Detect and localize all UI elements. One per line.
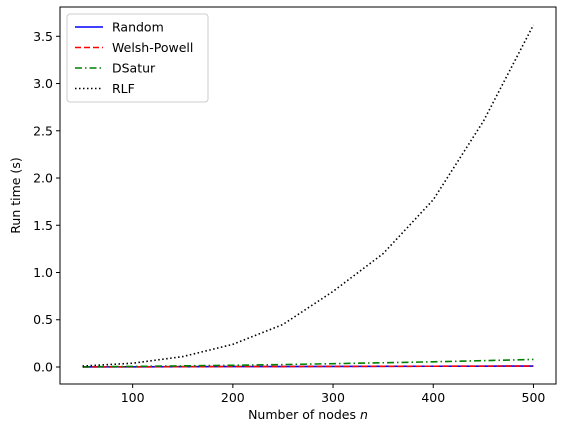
- x-axis-label-variable: n: [360, 407, 368, 422]
- plot-frame: [59, 6, 557, 385]
- legend-label-rlf: RLF: [112, 81, 135, 96]
- y-axis-label: Run time (s): [8, 157, 23, 233]
- legend-label-welsh-powell: Welsh-Powell: [112, 40, 193, 55]
- y-tick-label: 2.0: [33, 171, 53, 186]
- y-tick-label: 1.0: [33, 265, 53, 280]
- x-tick-label: 400: [421, 390, 445, 405]
- legend: Random Welsh-Powell DSatur RLF: [66, 13, 209, 103]
- x-axis-label-text: Number of nodes: [248, 407, 356, 422]
- y-axis: 0.0 0.5 1.0 1.5 2.0 2.5 3.0 3.5: [33, 29, 60, 374]
- x-tick-label: 200: [221, 390, 245, 405]
- y-tick-label: 2.5: [33, 123, 53, 138]
- y-tick-label: 0.5: [33, 312, 53, 327]
- y-tick-label: 0.0: [33, 359, 53, 374]
- x-tick-label: 500: [522, 390, 546, 405]
- legend-label-dsatur: DSatur: [112, 61, 156, 76]
- y-tick-label: 1.5: [33, 218, 53, 233]
- x-axis-label: Number of nodes n: [248, 407, 368, 422]
- legend-label-random: Random: [112, 20, 164, 35]
- legend-box: [66, 13, 209, 103]
- x-tick-label: 300: [321, 390, 345, 405]
- series-layer: [82, 24, 535, 368]
- y-tick-label: 3.0: [33, 76, 53, 91]
- x-axis: 100 200 300 400 500: [121, 384, 546, 405]
- series-line-rlf: [82, 24, 535, 367]
- series-line-welsh-powell: [82, 365, 534, 368]
- x-tick-label: 100: [121, 390, 145, 405]
- y-tick-label: 3.5: [33, 29, 53, 44]
- series-line-dsatur: [82, 358, 534, 368]
